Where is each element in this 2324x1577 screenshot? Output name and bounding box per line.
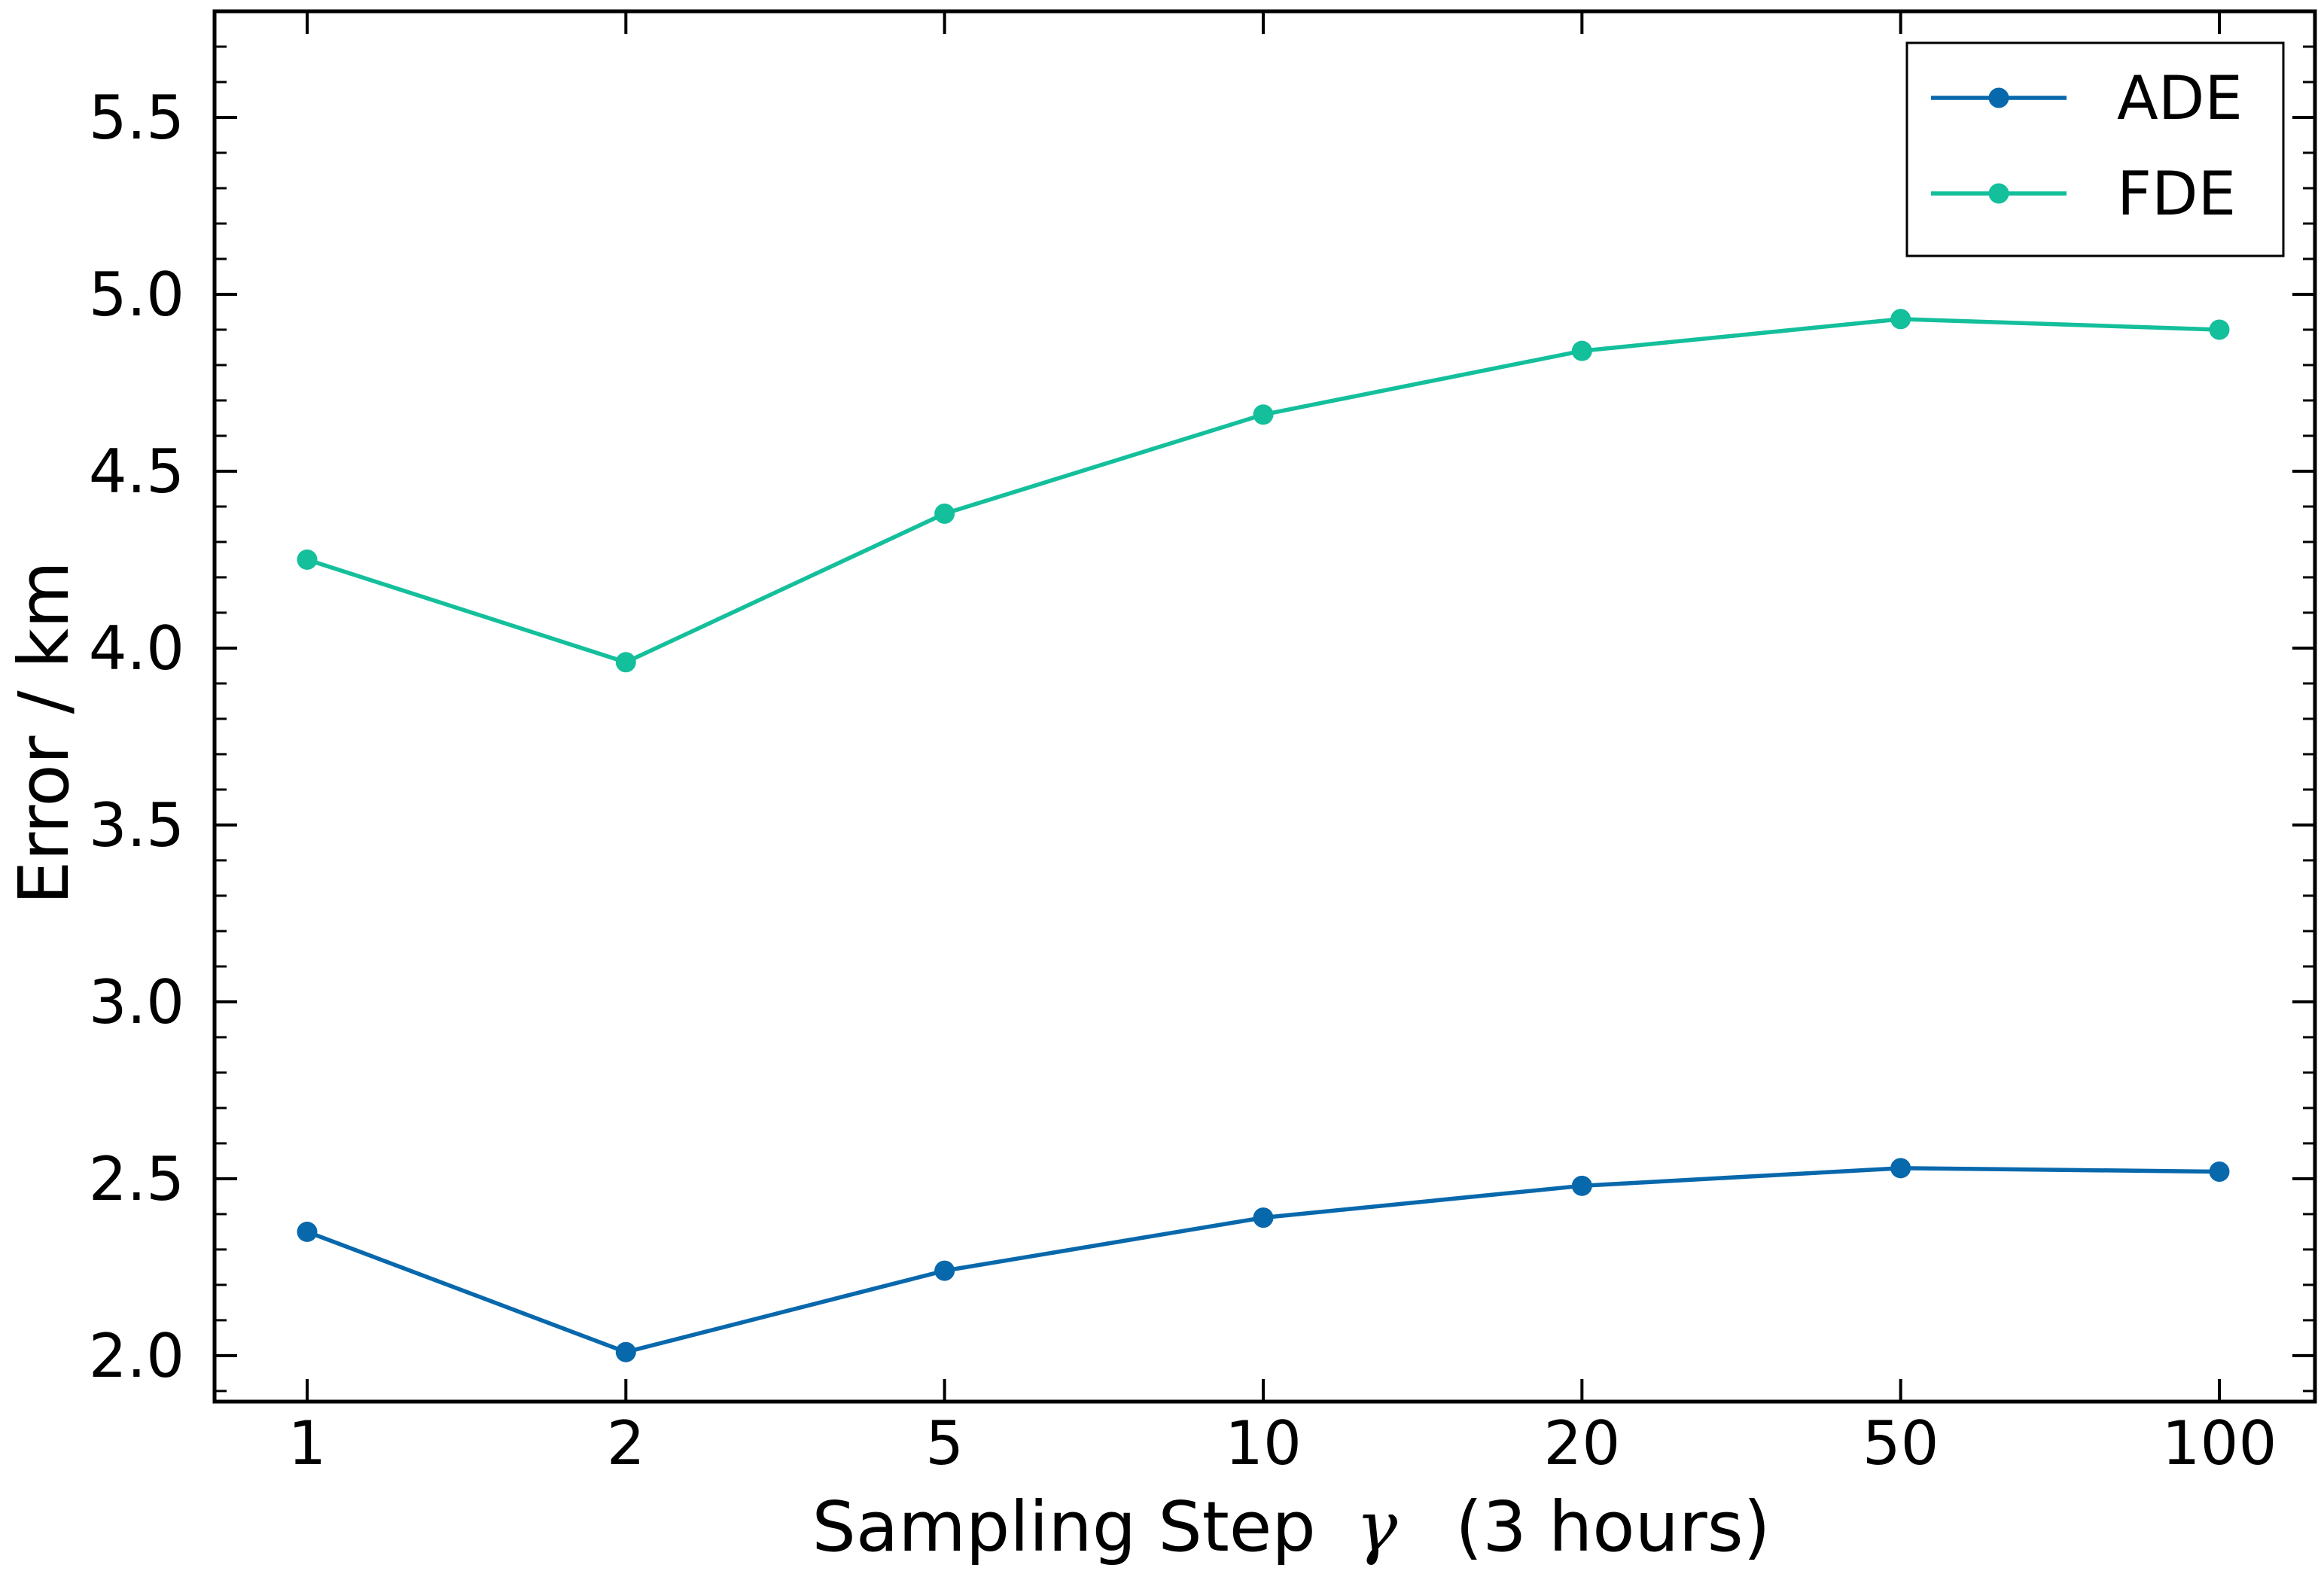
x-tick-label: 50 — [1863, 1408, 1939, 1478]
x-tick-label: 100 — [2162, 1408, 2277, 1478]
series-line-fde — [306, 317, 2220, 665]
data-point-fde — [2209, 319, 2230, 340]
y-tick-label: 2.5 — [89, 1144, 184, 1214]
x-tick-label: 10 — [1225, 1408, 1302, 1478]
data-point-ade — [1253, 1207, 1274, 1228]
data-point-fde — [934, 503, 955, 524]
y-tick-label: 4.5 — [89, 437, 184, 507]
data-point-ade — [934, 1260, 955, 1281]
plot-frame — [212, 9, 2317, 1404]
y-tick-labels: 2.0 2.5 3.0 3.5 4.0 4.5 5.0 5.5 — [89, 83, 184, 1391]
y-axis-label: Error / km — [4, 561, 84, 905]
major-ticks — [215, 11, 2315, 1402]
legend-entries: ADE FDE — [1931, 63, 2243, 229]
x-tick-label: 2 — [607, 1408, 645, 1478]
data-point-ade — [615, 1341, 636, 1362]
legend-swatch-marker-fde — [1988, 183, 2009, 204]
y-tick-label: 5.0 — [89, 260, 184, 330]
x-axis-label: Sampling Step γ (3 hours) — [812, 1487, 1770, 1567]
legend-label-ade: ADE — [2117, 63, 2243, 133]
series-ade — [297, 1158, 2230, 1362]
legend-label-fde: FDE — [2117, 159, 2236, 229]
legend-box — [1905, 41, 2285, 257]
y-tick-label: 3.0 — [89, 967, 184, 1037]
data-point-fde — [1571, 340, 1592, 361]
y-tick-label: 2.0 — [89, 1321, 184, 1391]
data-point-fde — [1253, 404, 1274, 425]
data-point-ade — [297, 1221, 318, 1242]
data-point-ade — [1571, 1175, 1592, 1196]
legend-entry-fde: FDE — [1931, 159, 2236, 229]
x-tick-label: 20 — [1543, 1408, 1620, 1478]
data-point-fde — [615, 652, 636, 673]
minor-ticks — [215, 10, 2315, 1393]
series-line-ade — [306, 1166, 2220, 1354]
y-tick-label: 5.5 — [89, 83, 184, 153]
x-axis-label-symbol: γ — [1356, 1487, 1398, 1567]
x-tick-label: 1 — [288, 1408, 327, 1478]
x-axis-label-suffix: (3 hours) — [1455, 1487, 1770, 1567]
x-tick-labels: 1 2 5 10 20 50 100 — [288, 1408, 2277, 1478]
legend-swatch-marker-ade — [1988, 87, 2009, 108]
y-tick-label: 4.0 — [89, 613, 184, 683]
legend-entry-ade: ADE — [1931, 63, 2243, 133]
series-group — [297, 309, 2230, 1362]
x-axis-label-text: Sampling Step — [812, 1487, 1315, 1567]
x-tick-label: 5 — [925, 1408, 964, 1478]
y-tick-label: 3.5 — [89, 790, 184, 860]
data-point-fde — [297, 549, 318, 570]
data-point-ade — [1890, 1158, 1911, 1179]
series-fde — [297, 309, 2230, 673]
legend: ADE FDE — [1905, 41, 2285, 257]
data-point-fde — [1890, 309, 1911, 330]
data-point-ade — [2209, 1161, 2230, 1183]
